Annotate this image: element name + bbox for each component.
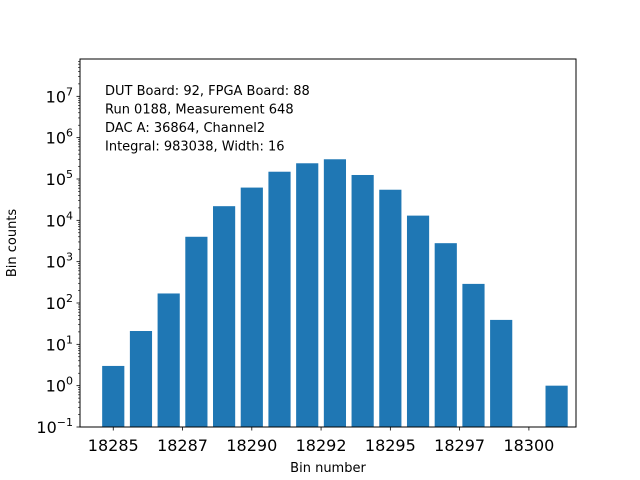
bar-18291 (268, 171, 291, 427)
bar-18297 (434, 243, 457, 427)
bar-18290 (240, 187, 263, 427)
bar-18298 (462, 283, 485, 427)
bar-18294 (351, 174, 374, 427)
annotation-block: DUT Board: 92, FPGA Board: 88 Run 0188, M… (105, 84, 310, 155)
y-tick-label: 104 (46, 209, 73, 230)
y-axis-label: Bin counts (5, 209, 20, 278)
x-axis-label: Bin number (290, 461, 366, 476)
y-tick-label: 103 (46, 251, 73, 272)
x-axis-ticks: 18285 18287 18290 18292 18295 18297 18300 (88, 427, 554, 455)
x-tick-label: 18285 (88, 436, 139, 455)
y-tick-label: 100 (46, 375, 73, 396)
y-tick-label: 101 (46, 333, 73, 354)
annotation-line: DAC A: 36864, Channel2 (105, 121, 265, 136)
bar-18289 (213, 206, 236, 427)
bar-18287 (157, 293, 180, 427)
y-tick-label: 102 (46, 292, 73, 313)
x-tick-label: 18295 (365, 436, 416, 455)
bars-group (102, 159, 568, 427)
bar-18285 (102, 365, 125, 427)
bar-18296 (406, 215, 430, 427)
bar-18292 (296, 163, 319, 427)
bar-18301 (545, 385, 568, 427)
y-tick-label: 106 (46, 127, 73, 148)
annotation-line: Run 0188, Measurement 648 (105, 103, 294, 118)
y-tick-label: 105 (46, 168, 73, 189)
bar-18293 (323, 159, 347, 427)
bar-18286 (129, 331, 153, 427)
x-tick-label: 18290 (226, 436, 277, 455)
annotation-line: Integral: 983038, Width: 16 (105, 140, 285, 155)
y-axis-ticks: 10−1 100 101 102 103 104 105 106 107 (36, 85, 80, 437)
x-tick-label: 18297 (434, 436, 485, 455)
x-tick-label: 18287 (157, 436, 208, 455)
bar-18299 (490, 319, 513, 427)
bar-18288 (185, 236, 208, 427)
plot-frame (79, 58, 577, 428)
y-tick-label: 10−1 (36, 416, 73, 437)
annotation-line: DUT Board: 92, FPGA Board: 88 (105, 84, 310, 99)
bar-18295 (379, 189, 402, 427)
y-tick-label: 107 (46, 85, 73, 106)
x-tick-label: 18300 (503, 436, 554, 455)
x-tick-label: 18292 (296, 436, 347, 455)
